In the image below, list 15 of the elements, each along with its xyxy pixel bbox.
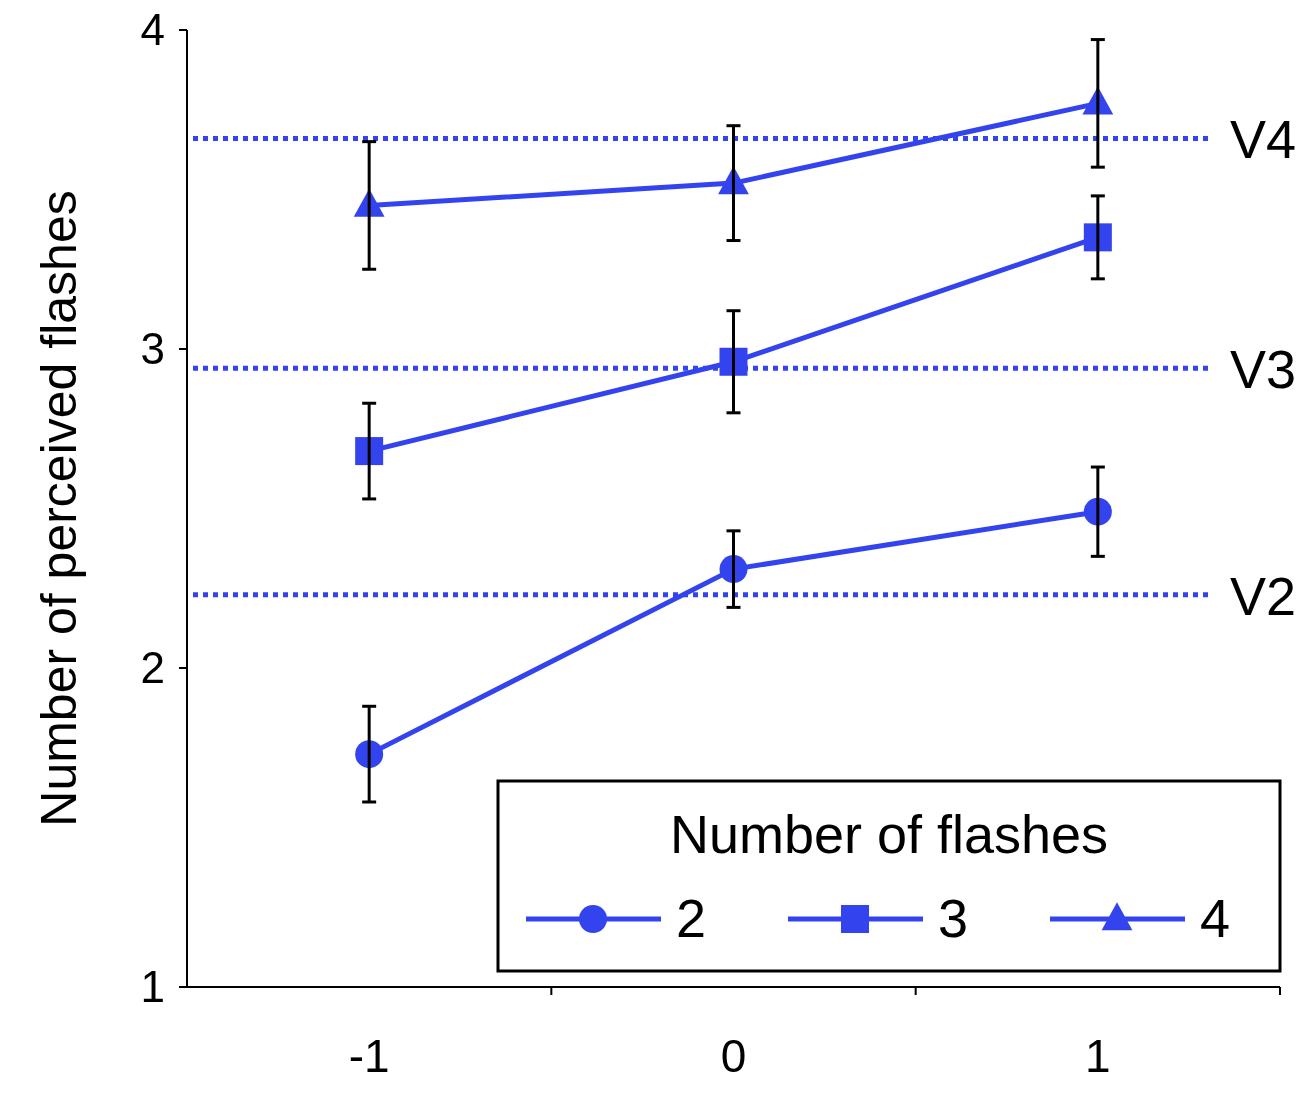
legend-label: 3 — [938, 888, 969, 948]
ref-line-label: V2 — [1230, 565, 1297, 626]
legend-label: 4 — [1200, 888, 1231, 948]
ref-line-label: V3 — [1230, 339, 1297, 400]
legend-title: Number of flashes — [669, 804, 1109, 864]
x-tick-label: -1 — [348, 1030, 390, 1082]
y-axis-title: Number of perceived flashes — [31, 190, 87, 827]
x-tick-label: 1 — [1085, 1030, 1111, 1082]
y-tick-label: 3 — [140, 324, 165, 374]
x-tick-label: 0 — [720, 1030, 747, 1082]
legend-label: 2 — [676, 888, 707, 948]
y-tick-label: 2 — [140, 643, 165, 693]
y-tick-label: 4 — [140, 5, 165, 55]
y-tick-label: 1 — [140, 962, 165, 1012]
ref-line-label: V4 — [1230, 109, 1297, 170]
